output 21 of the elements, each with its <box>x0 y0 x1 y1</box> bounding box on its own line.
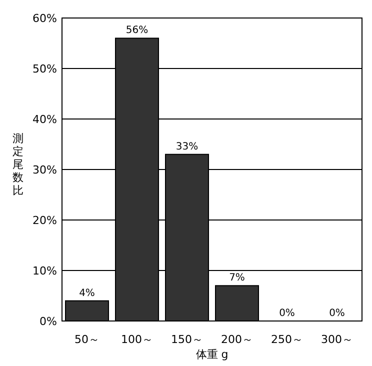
y-tick-label: 60% <box>32 12 57 25</box>
x-axis-title: 体重 g <box>196 348 228 361</box>
data-label: 7% <box>229 272 245 284</box>
data-label: 4% <box>79 288 95 299</box>
y-axis-title: 測定尾数比 <box>12 132 24 197</box>
data-label: 0% <box>279 308 295 319</box>
x-tick-label: 150～ <box>171 333 203 346</box>
data-label: 0% <box>329 308 345 319</box>
x-tick-label: 200～ <box>221 333 253 346</box>
data-label: 56% <box>126 25 148 36</box>
y-tick-label: 20% <box>32 214 57 227</box>
x-tick-label: 300～ <box>321 333 353 346</box>
y-tick-label: 30% <box>32 164 57 176</box>
data-label: 33% <box>176 141 198 152</box>
y-tick-label: 40% <box>32 113 57 126</box>
x-tick-label: 250～ <box>271 333 303 346</box>
x-tick-label: 50～ <box>74 333 100 346</box>
y-tick-label: 10% <box>32 264 57 278</box>
x-tick-label: 100～ <box>121 333 153 346</box>
y-tick-label: 0% <box>40 315 57 328</box>
y-tick-label: 50% <box>32 62 57 76</box>
